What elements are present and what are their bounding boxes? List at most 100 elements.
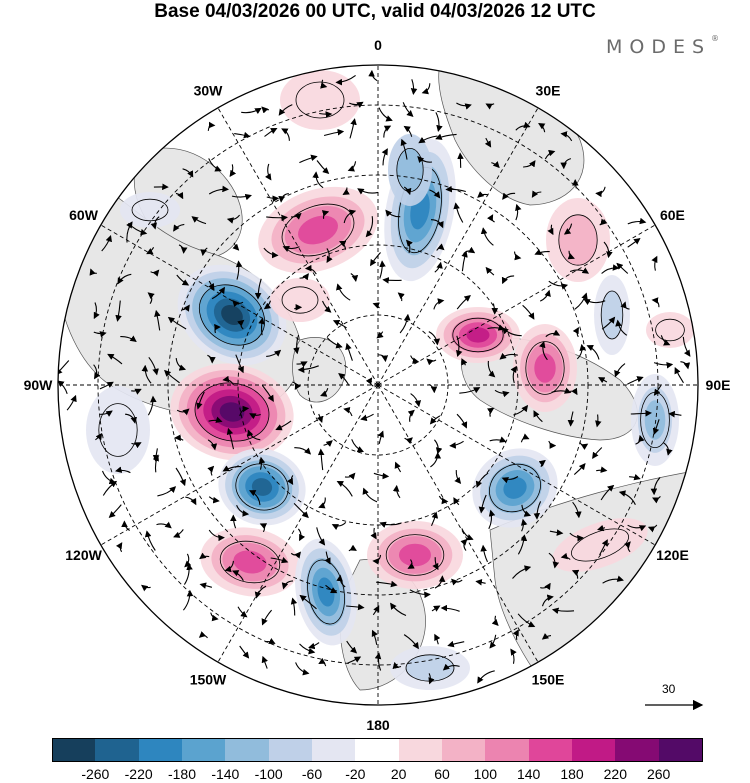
wind-arrow xyxy=(663,442,673,456)
colorbar xyxy=(52,738,703,762)
wind-arrow xyxy=(397,292,405,302)
wind-arrow xyxy=(403,186,412,196)
wind-arrow xyxy=(540,582,551,591)
wind-arrow xyxy=(178,244,188,254)
wind-arrow xyxy=(569,387,578,396)
wind-arrow xyxy=(241,107,262,115)
wind-arrow xyxy=(428,383,438,394)
wind-arrow xyxy=(299,273,309,281)
wind-arrow xyxy=(365,216,374,238)
wind-arrow xyxy=(614,363,626,378)
wind-arrow xyxy=(125,413,138,424)
wind-arrow xyxy=(547,224,554,236)
wind-arrow xyxy=(141,584,151,592)
map-area xyxy=(58,65,698,705)
wind-arrow xyxy=(501,476,519,484)
wind-arrow xyxy=(626,376,644,385)
colorbar-bin xyxy=(398,738,442,762)
wind-arrow xyxy=(551,387,572,394)
wind-arrow xyxy=(239,645,250,659)
wind-arrow xyxy=(115,300,122,322)
longitude-label: 90E xyxy=(706,377,731,393)
anomaly-contour xyxy=(534,353,556,383)
colorbar-tick-label: -100 xyxy=(254,766,283,782)
colorbar-bin xyxy=(658,738,703,762)
anomaly-contour xyxy=(503,477,527,499)
wind-arrow xyxy=(107,353,123,365)
wind-arrow xyxy=(144,530,156,551)
wind-arrow xyxy=(275,420,292,431)
wind-arrow xyxy=(324,551,331,565)
wind-arrow xyxy=(442,663,460,671)
anomaly-contour xyxy=(644,400,666,440)
wind-arrow xyxy=(183,563,193,585)
wind-arrow xyxy=(533,410,543,423)
wind-arrow xyxy=(510,648,517,664)
wind-arrow xyxy=(515,203,522,221)
wind-arrow xyxy=(623,541,631,553)
anomaly-contour xyxy=(552,518,648,572)
wind-arrow xyxy=(456,413,468,429)
wind-arrow xyxy=(480,227,494,246)
wind-arrow xyxy=(347,656,362,664)
contour-line xyxy=(98,403,138,457)
wind-arrow xyxy=(120,335,137,343)
wind-arrow xyxy=(400,138,408,160)
wind-arrow xyxy=(583,298,606,306)
wind-arrow xyxy=(332,320,347,329)
wind-arrow xyxy=(456,102,472,110)
wind-arrow xyxy=(320,388,329,397)
wind-arrow xyxy=(674,367,684,384)
wind-arrow xyxy=(266,195,280,203)
wind-arrow xyxy=(431,605,441,612)
wind-arrow xyxy=(182,589,194,611)
wind-arrow xyxy=(410,355,420,364)
colorbar-tick-label: 220 xyxy=(603,766,627,782)
reference-vector-label: 30 xyxy=(662,682,676,696)
wind-arrow xyxy=(376,580,398,588)
wind-arrow xyxy=(321,210,330,219)
longitude-labels: 0 30E 60E 90E 120E 150E 180 150W 120W 90W 60W 30W xyxy=(24,37,731,733)
wind-arrow xyxy=(650,477,661,496)
wind-arrow xyxy=(522,304,535,320)
wind-arrow xyxy=(601,316,616,330)
wind-arrow xyxy=(484,137,492,148)
contour-line xyxy=(198,284,266,346)
wind-arrow xyxy=(434,633,441,645)
wind-arrow xyxy=(461,528,474,541)
wind-arrow xyxy=(141,364,152,384)
wind-arrow xyxy=(234,131,251,139)
wind-arrow xyxy=(336,283,351,301)
contour-line xyxy=(571,528,629,562)
wind-arrow xyxy=(576,343,586,360)
wind-arrow xyxy=(392,484,401,499)
wind-arrow xyxy=(435,133,457,140)
wind-arrow xyxy=(453,497,460,506)
wind-arrow xyxy=(292,381,301,391)
wind-arrow xyxy=(362,487,378,503)
wind-arrow xyxy=(207,354,216,364)
wind-arrow xyxy=(226,427,235,450)
wind-arrow xyxy=(491,161,500,169)
wind-arrow xyxy=(181,304,190,312)
wind-arrow xyxy=(266,349,282,357)
wind-arrow xyxy=(478,494,487,514)
wind-arrow xyxy=(635,434,645,445)
wind-arrow xyxy=(226,214,241,224)
anomaly-contour xyxy=(270,278,330,322)
wind-arrow xyxy=(254,585,267,599)
wind-arrow xyxy=(115,542,123,553)
anomaly-contour xyxy=(399,543,431,567)
wind-arrow xyxy=(297,365,319,373)
wind-arrow xyxy=(599,218,608,226)
anomaly-contour xyxy=(280,70,360,130)
wind-arrow xyxy=(101,234,112,252)
wind-arrow xyxy=(407,559,415,569)
wind-arrow xyxy=(261,106,270,114)
wind-arrow xyxy=(399,313,411,334)
wind-arrow xyxy=(385,209,401,218)
wind-arrow xyxy=(538,123,546,133)
wind-arrow xyxy=(383,125,392,138)
wind-arrow xyxy=(486,214,495,223)
wind-arrow xyxy=(567,411,575,427)
